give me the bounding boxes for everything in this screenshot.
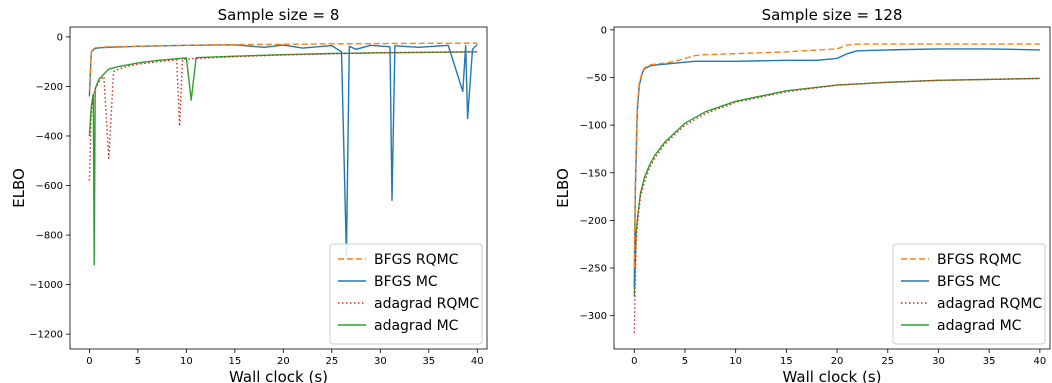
x-tick-label: 40 [1033, 356, 1046, 367]
y-tick-label: −250 [580, 264, 607, 275]
legend-box [329, 243, 483, 345]
x-tick-label: 30 [374, 356, 387, 367]
chart-panel-0: Sample size = 8 0 5 10 15 20 25 30 35 40 −1200 −100… [10, 6, 488, 383]
series-line-adagrad-rqmc [88, 51, 478, 181]
legend: BFGS RQMC BFGS MC adagrad RQMC adagrad MC [892, 243, 1046, 345]
x-tick-label: 20 [831, 356, 844, 367]
y-axis-label: ELBO [554, 168, 572, 208]
series-line-bfgs-mc [88, 43, 478, 256]
legend-label: adagrad RQMC [937, 296, 1042, 312]
x-tick-label: 20 [277, 356, 290, 367]
x-axis-label: Wall clock (s) [229, 368, 328, 383]
y-tick-label: −50 [586, 73, 607, 84]
plot-frame [69, 26, 488, 350]
x-tick-label: 5 [135, 356, 141, 367]
x-tick-label: 5 [682, 356, 688, 367]
plot-frame [613, 26, 1051, 350]
legend-label: BFGS RQMC [937, 252, 1022, 268]
legend: BFGS RQMC BFGS MC adagrad RQMC adagrad MC [329, 243, 483, 345]
x-tick-label: 0 [86, 356, 92, 367]
legend-box [892, 243, 1046, 345]
series-line-adagrad-rqmc [633, 77, 1040, 333]
x-tick-label: 10 [729, 356, 742, 367]
x-tick-label: 15 [780, 356, 793, 367]
y-tick-label: −200 [36, 82, 63, 93]
y-tick-label: −600 [36, 181, 63, 192]
legend-label: BFGS RQMC [374, 252, 459, 268]
x-axis-label: Wall clock (s) [783, 368, 882, 383]
x-tick-label: 25 [325, 356, 338, 367]
chart-title: Sample size = 8 [218, 6, 340, 24]
x-tick-label: 25 [881, 356, 894, 367]
x-tick-label: 35 [983, 356, 996, 367]
x-tick-label: 0 [631, 356, 637, 367]
legend-label: BFGS MC [374, 274, 438, 290]
y-tick-label: −300 [580, 311, 607, 322]
series-line-adagrad-mc [88, 51, 478, 266]
y-tick-label: 0 [57, 32, 63, 43]
y-tick-label: −200 [580, 216, 607, 227]
legend-label: BFGS MC [937, 274, 1001, 290]
series-line-bfgs-rqmc [88, 42, 478, 92]
x-tick-label: 30 [932, 356, 945, 367]
y-tick-label: −100 [580, 121, 607, 132]
y-tick-label: −1000 [29, 280, 63, 291]
chart-title: Sample size = 128 [762, 6, 903, 24]
y-tick-label: 0 [601, 25, 607, 36]
legend-label: adagrad MC [374, 318, 459, 334]
y-tick-label: −150 [580, 168, 607, 179]
series-line-bfgs-rqmc [633, 43, 1040, 269]
y-axis-label: ELBO [10, 168, 28, 208]
x-tick-label: 40 [471, 356, 484, 367]
x-tick-label: 15 [228, 356, 241, 367]
y-tick-label: −800 [36, 231, 63, 242]
y-tick-label: −1200 [29, 330, 63, 341]
x-tick-label: 35 [422, 356, 435, 367]
y-tick-label: −400 [36, 131, 63, 142]
x-tick-label: 10 [180, 356, 193, 367]
chart-panel-1: Sample size = 128 0 5 10 15 20 25 30 35 40 −300 −25… [554, 6, 1051, 383]
legend-label: adagrad MC [937, 318, 1022, 334]
legend-label: adagrad RQMC [374, 296, 479, 312]
